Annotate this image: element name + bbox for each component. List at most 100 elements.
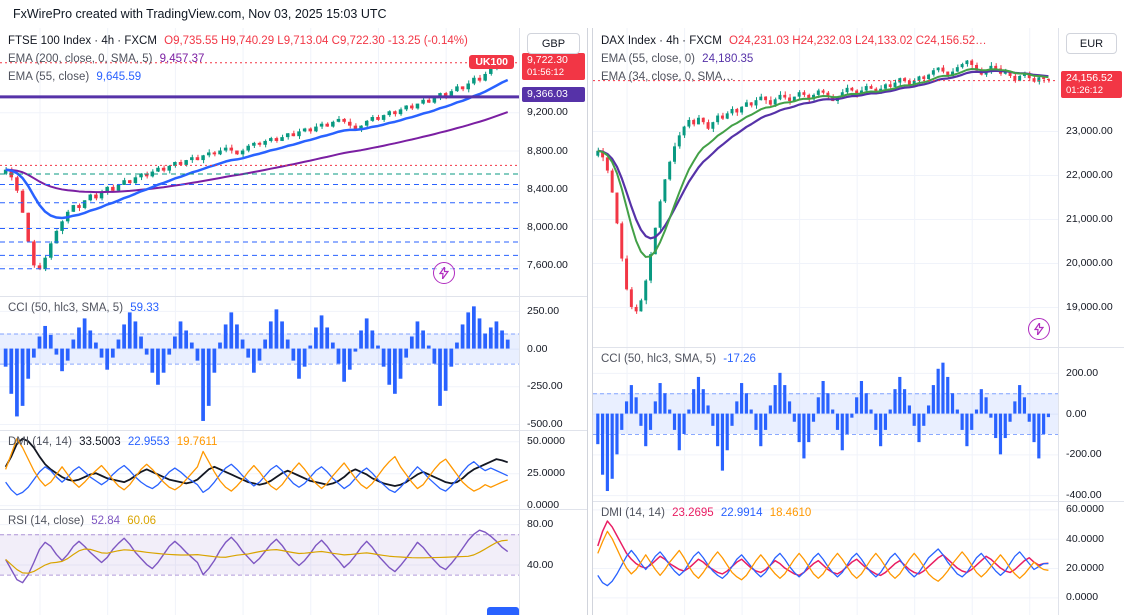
ftse-cci-value: 59.33 (130, 302, 160, 314)
ftse-dmi-plot[interactable]: DMI (14, 14) 33.5003 22.9553 19.7611 (0, 431, 519, 509)
axis-tick-label: 60.0000 (1066, 503, 1104, 516)
ftse-price-plot[interactable]: FTSE 100 Index · 4h · FXCM O9,735.55 H9,… (0, 28, 519, 296)
dax-price-axis[interactable]: EUR 23,000.00 22,000.00 21,000.00 20,000.00… (1058, 28, 1124, 347)
axis-tick-label: 40.0000 (1066, 532, 1104, 545)
boost-icon[interactable] (1028, 318, 1050, 340)
axis-tick-label: -200.00 (1066, 448, 1102, 461)
dax-cci-axis[interactable]: 200.00 0.00 -200.00 -400.00 (1058, 348, 1124, 501)
axis-tick-label: 8,000.00 (527, 221, 568, 234)
ftse-cci-legend: CCI (50, hlc3, SMA, 5) 59.33 (8, 300, 163, 318)
axis-tick-label: 22,000.00 (1066, 168, 1113, 181)
ftse-rsi-legend: RSI (14, close) 52.84 60.06 (8, 513, 160, 531)
ftse-rsi-canvas[interactable] (0, 510, 519, 615)
symbol-badge: UK100 (469, 55, 514, 70)
ftse-ema55-value: 9,645.59 (96, 70, 142, 83)
ftse-dmi-minusdi-value: 19.7611 (176, 436, 218, 448)
ftse-price-pane[interactable]: FTSE 100 Index · 4h · FXCM O9,735.55 H9,… (0, 28, 587, 296)
axis-tick-label: 20.0000 (1066, 562, 1104, 575)
axis-tick-label: 8,400.00 (527, 182, 568, 195)
dax-dmi-adx-value: 23.2695 (672, 507, 714, 519)
dax-dmi-label[interactable]: DMI (14, 14) (601, 507, 665, 519)
ftse-dmi-axis[interactable]: 50.0000 25.0000 0.0000 (519, 431, 587, 511)
ftse-rsi-value: 52.84 (91, 515, 121, 527)
ftse-dmi-legend: DMI (14, 14) 33.5003 22.9553 19.7611 (8, 434, 221, 452)
dax-price-pane[interactable]: DAX Index · 4h · FXCM O24,231.03 H24,232… (593, 28, 1124, 347)
ftse-price-axis[interactable]: GBP 9,200.00 8,800.00 8,400.00 8,000.00 7,60… (519, 28, 587, 296)
ftse-ema200-label[interactable]: EMA (200, close, 0, SMA, 5) (8, 52, 153, 65)
ftse-rsi-ma-value: 60.06 (127, 515, 157, 527)
lightning-icon (1034, 323, 1044, 335)
ftse-ema55-label[interactable]: EMA (55, close) (8, 70, 90, 83)
ftse-dmi-pane[interactable]: DMI (14, 14) 33.5003 22.9553 19.7611 50.… (0, 430, 587, 511)
ftse-ohlc-values: O9,735.55 H9,740.29 L9,713.04 C9,722.30 … (164, 35, 468, 47)
dax-dmi-minusdi-value: 18.4610 (769, 507, 812, 519)
ftse-rsi-axis[interactable]: 80.00 40.00 (519, 510, 587, 615)
ftse-symbol-title[interactable]: FTSE 100 Index · 4h · FXCM (8, 35, 157, 47)
dax-ema34-label[interactable]: EMA (34, close, 0, SMA… (601, 70, 734, 83)
dax-dmi-axis[interactable]: 60.0000 40.0000 20.0000 0.0000 (1058, 502, 1124, 615)
ftse-rsi-plot[interactable]: RSI (14, close) 52.84 60.06 (0, 510, 519, 615)
currency-button-eur[interactable]: EUR (1066, 33, 1117, 54)
watermark-credit: FxWirePro created with TradingView.com, … (0, 0, 1124, 28)
dax-cci-plot[interactable]: CCI (50, hlc3, SMA, 5) -17.26 (593, 348, 1058, 501)
dax-symbol-title[interactable]: DAX Index · 4h · FXCM (601, 35, 722, 47)
axis-tick-label: 25.0000 (527, 467, 565, 480)
axis-tick-label: 9,200.00 (527, 106, 568, 119)
ftse-cci-canvas[interactable] (0, 297, 519, 430)
axis-tick-label: 21,000.00 (1066, 212, 1113, 225)
ftse-cci-plot[interactable]: CCI (50, hlc3, SMA, 5) 59.33 (0, 297, 519, 430)
dax-cci-value: -17.26 (723, 353, 756, 365)
dax-cci-label[interactable]: CCI (50, hlc3, SMA, 5) (601, 353, 717, 365)
dax-price-legend: DAX Index · 4h · FXCM O24,231.03 H24,232… (601, 33, 991, 86)
ftse-cci-axis[interactable]: 250.00 0.00 -250.00 -500.00 (519, 297, 587, 430)
ftse-rsi-label[interactable]: RSI (14, close) (8, 515, 85, 527)
axis-tick-label: 200.00 (1066, 366, 1099, 379)
axis-tick-label: 19,000.00 (1066, 300, 1113, 313)
boost-icon[interactable] (433, 262, 455, 284)
axis-tick-label: 7,600.00 (527, 259, 568, 272)
ftse-cci-pane[interactable]: CCI (50, hlc3, SMA, 5) 59.33 250.00 0.00 -… (0, 296, 587, 430)
panel-divider (588, 28, 592, 615)
ftse-dmi-plusdi-value: 22.9553 (127, 436, 170, 448)
dax-cci-legend: CCI (50, hlc3, SMA, 5) -17.26 (601, 351, 760, 369)
axis-tick-label: 0.0000 (1066, 591, 1099, 604)
ftse-price-legend: FTSE 100 Index · 4h · FXCM O9,735.55 H9,… (8, 33, 472, 86)
dax-price-plot[interactable]: DAX Index · 4h · FXCM O24,231.03 H24,232… (593, 28, 1058, 347)
dax-dmi-legend: DMI (14, 14) 23.2695 22.9914 18.4610 (601, 505, 815, 523)
axis-tick-label: 0.00 (527, 342, 548, 355)
ftse-cci-label[interactable]: CCI (50, hlc3, SMA, 5) (8, 302, 124, 314)
ftse-dmi-label[interactable]: DMI (14, 14) (8, 436, 72, 448)
dax-price-canvas[interactable] (593, 28, 1058, 347)
dax-ohlc-values: O24,231.03 H24,232.03 L24,133.02 C24,156… (729, 35, 987, 47)
axis-tick-label: 50.0000 (527, 435, 565, 448)
charts-container: FTSE 100 Index · 4h · FXCM O9,735.55 H9,… (0, 28, 1124, 615)
dax-dmi-canvas[interactable] (593, 502, 1058, 615)
axis-tick-label: 23,000.00 (1066, 124, 1113, 137)
credit-text: FxWirePro created with TradingView.com, … (13, 7, 387, 21)
dax-dmi-pane[interactable]: DMI (14, 14) 23.2695 22.9914 18.4610 60.… (593, 501, 1124, 615)
dax-cci-pane[interactable]: CCI (50, hlc3, SMA, 5) -17.26 200.00 0.00… (593, 347, 1124, 501)
ftse-dmi-adx-value: 33.5003 (79, 436, 121, 448)
axis-tick-label: 80.00 (527, 518, 554, 531)
ftse-price-canvas[interactable] (0, 28, 519, 296)
dax-dmi-plot[interactable]: DMI (14, 14) 23.2695 22.9914 18.4610 (593, 502, 1058, 615)
currency-button-gbp[interactable]: GBP (527, 33, 580, 54)
axis-tick-label: 8,800.00 (527, 144, 568, 157)
ftse-chart-panel: FTSE 100 Index · 4h · FXCM O9,735.55 H9,… (0, 28, 588, 615)
last-price-badge: 9,722.30 01:56:12 (522, 53, 585, 81)
axis-tick-label: 40.00 (527, 558, 554, 571)
last-price-badge: 24,156.52 01:26:12 (1061, 71, 1122, 99)
axis-tick-label: -500.00 (527, 417, 563, 430)
dax-ema55-label[interactable]: EMA (55, close, 0) (601, 52, 695, 65)
dax-dmi-plusdi-value: 22.9914 (720, 507, 763, 519)
ftse-ema200-value: 9,457.37 (159, 52, 205, 65)
ftse-rsi-pane[interactable]: RSI (14, close) 52.84 60.06 80.00 40.00 (0, 509, 587, 615)
dax-cci-canvas[interactable] (593, 348, 1058, 501)
ftse-dmi-canvas[interactable] (0, 431, 519, 509)
axis-tick-label: 20,000.00 (1066, 256, 1113, 269)
lightning-icon (439, 267, 449, 279)
dax-ema55-value: 24,180.35 (702, 52, 754, 65)
time-axis-badge[interactable] (487, 607, 519, 615)
axis-tick-label: 0.00 (1066, 407, 1087, 420)
